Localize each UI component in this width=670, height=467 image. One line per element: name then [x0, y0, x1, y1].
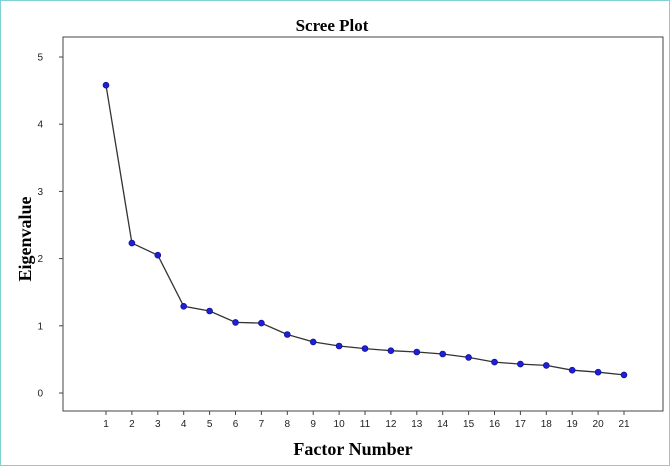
- data-point: [542, 362, 550, 369]
- x-tick-label: 20: [593, 419, 605, 430]
- data-point: [283, 331, 291, 338]
- x-tick-label: 10: [334, 419, 346, 430]
- y-tick-label: 0: [37, 389, 43, 400]
- data-point: [102, 81, 110, 89]
- x-tick-label: 3: [155, 419, 161, 430]
- x-tick-label: 1: [103, 419, 109, 430]
- data-point: [620, 371, 628, 379]
- x-tick-label: 16: [489, 419, 501, 430]
- x-tick-label: 2: [129, 419, 135, 430]
- x-tick-label: 15: [463, 419, 475, 430]
- x-tick-label: 12: [385, 419, 397, 430]
- data-point: [568, 366, 576, 374]
- x-tick-label: 21: [618, 419, 630, 430]
- y-tick-label: 5: [37, 53, 43, 64]
- data-point: [128, 239, 136, 247]
- y-tick-label: 3: [37, 187, 43, 198]
- data-point: [465, 354, 472, 361]
- data-point: [413, 348, 421, 356]
- x-tick-label: 7: [259, 419, 265, 430]
- x-tick-label: 17: [515, 419, 527, 430]
- data-point: [439, 350, 447, 358]
- data-point: [232, 319, 239, 326]
- x-axis-title: Factor Number: [293, 439, 412, 459]
- data-point: [154, 251, 162, 259]
- x-tick-label: 18: [541, 419, 553, 430]
- chart-title: Scree Plot: [296, 16, 369, 35]
- x-tick-label: 5: [207, 419, 213, 430]
- data-point: [335, 342, 343, 350]
- data-point: [387, 347, 395, 355]
- data-point: [258, 319, 265, 327]
- x-tick-label: 9: [310, 419, 316, 430]
- data-point: [309, 338, 317, 346]
- x-tick-label: 13: [411, 419, 423, 430]
- data-point: [517, 360, 524, 368]
- data-point: [180, 302, 187, 310]
- x-tick-label: 11: [360, 419, 371, 430]
- data-point: [361, 345, 369, 352]
- y-axis-title: Eigenvalue: [15, 196, 35, 281]
- y-tick-label: 4: [37, 120, 43, 131]
- x-tick-label: 6: [233, 419, 239, 430]
- y-tick-label: 1: [37, 321, 43, 332]
- x-axis: 1 2 3 4 5 6 7 8 9 10 11 12 13 14 15 16 17 18 19 20 21: [103, 411, 630, 430]
- x-tick-label: 4: [181, 419, 187, 430]
- plot-area: [62, 36, 664, 412]
- x-tick-label: 19: [567, 419, 579, 430]
- data-point: [594, 368, 602, 376]
- x-tick-label: 8: [285, 419, 291, 430]
- y-tick-label: 2: [37, 254, 43, 265]
- eigenvalue-series: [102, 81, 628, 379]
- x-tick-label: 14: [437, 419, 449, 430]
- data-point: [491, 358, 498, 366]
- data-point: [206, 307, 213, 315]
- y-axis: 0 1 2 3 4 5: [37, 53, 63, 400]
